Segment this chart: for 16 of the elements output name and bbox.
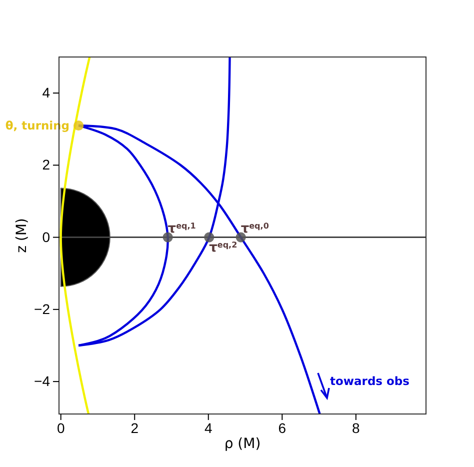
annotation: towards obs (330, 374, 410, 388)
annotation: τ$^{eq,2}$ (209, 240, 238, 256)
y-axis-title: z (M) (14, 218, 30, 253)
x-tick-label: 6 (278, 420, 286, 436)
x-tick-label: 2 (130, 420, 139, 436)
x-axis-title: ρ (M) (224, 436, 261, 452)
y-tick-label: −4 (34, 373, 50, 390)
x-tick-label: 4 (204, 420, 212, 436)
y-tick-label: 4 (42, 84, 50, 101)
x-tick-label: 8 (352, 420, 360, 436)
x-tick-label: 0 (56, 420, 65, 436)
annotation: τ$^{eq,1}$ (168, 220, 196, 236)
annotation: τ$^{eq,0}$ (240, 220, 270, 236)
y-tick-label: −2 (34, 300, 50, 317)
y-tick-label: 2 (42, 156, 50, 173)
y-tick-label: 0 (42, 228, 50, 245)
